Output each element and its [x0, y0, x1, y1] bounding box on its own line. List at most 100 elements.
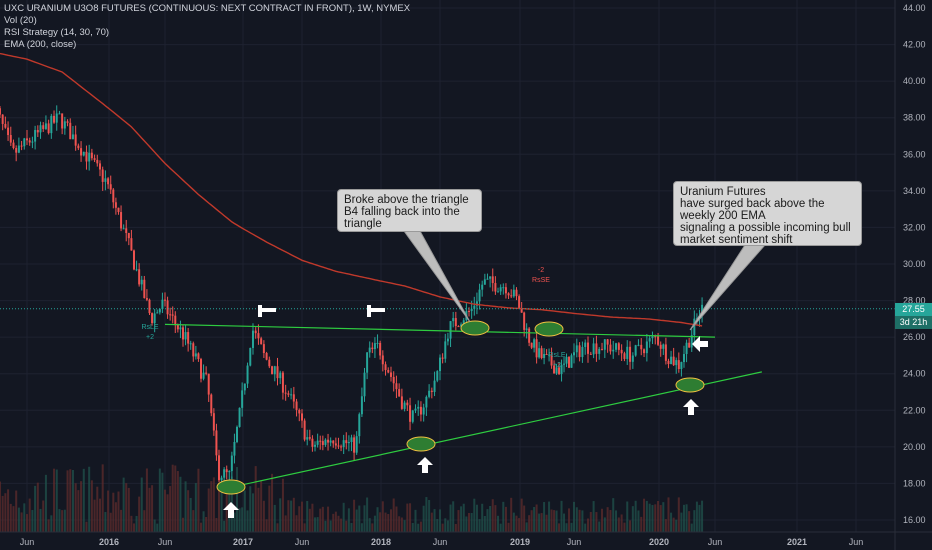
candle-body — [553, 365, 556, 374]
rsi-strategy-label[interactable]: RSI Strategy (14, 30, 70) — [4, 27, 110, 38]
candle-body — [398, 389, 401, 397]
candle-body — [598, 348, 601, 354]
candle-body — [395, 383, 398, 390]
volume-bar — [550, 509, 553, 532]
price-tick-label: 38.00 — [903, 113, 926, 123]
volume-bar — [430, 512, 433, 532]
candle-body — [494, 283, 497, 292]
volume-bar — [279, 498, 282, 532]
volume-bar — [454, 523, 457, 532]
volume-bar — [601, 508, 604, 532]
candle-body — [271, 366, 274, 375]
volume-bar — [271, 473, 274, 532]
signal-label: RsLE — [548, 352, 565, 359]
volume-bar — [164, 489, 166, 532]
candle-body — [225, 469, 228, 473]
candle-body — [452, 318, 455, 322]
volume-bar — [246, 510, 249, 532]
candle-body — [166, 300, 169, 315]
candle-body — [620, 349, 623, 354]
volume-bar — [15, 490, 18, 532]
candle-body — [143, 279, 146, 299]
symbol-title[interactable]: UXC URANIUM U3O8 FUTURES (CONTINUOUS: NE… — [4, 3, 411, 14]
candle-body — [127, 233, 130, 239]
volume-bar — [664, 519, 667, 532]
candle-body — [148, 299, 151, 314]
volume-bar — [368, 518, 371, 532]
candle-body — [200, 359, 202, 379]
volume-bar — [4, 493, 7, 532]
volume-bar — [353, 499, 356, 532]
candle-body — [626, 346, 629, 359]
volume-bar — [560, 500, 563, 532]
volume-bar — [236, 467, 238, 532]
candle-body — [510, 295, 513, 297]
volume-bar — [28, 498, 31, 532]
candle-body — [528, 328, 531, 343]
volume-bar — [223, 520, 226, 532]
candle-body — [39, 125, 42, 133]
ema-indicator-label[interactable]: EMA (200, close) — [4, 39, 77, 50]
volume-bar — [530, 510, 533, 532]
candle-body — [246, 365, 249, 384]
candle-body — [138, 269, 141, 285]
volume-bar — [510, 497, 513, 532]
candle-body — [609, 344, 612, 352]
candle-body — [207, 373, 210, 395]
candle-body — [523, 312, 526, 330]
candle-body — [587, 342, 590, 354]
candle-body — [373, 343, 376, 350]
volume-bar — [533, 507, 536, 532]
volume-bar — [553, 510, 556, 532]
volume-bar — [200, 522, 202, 532]
candle-body — [688, 342, 691, 348]
volume-bar — [384, 512, 387, 532]
price-axis[interactable]: 16.00 18.00 20.00 22.00 24.00 26.00 28.00 30.00… — [894, 0, 926, 550]
volume-bar — [17, 507, 20, 532]
volume-bar — [672, 517, 675, 532]
volume-bar — [182, 517, 184, 532]
candle-body — [392, 376, 395, 384]
candle-body — [643, 349, 646, 354]
candle-body — [682, 354, 685, 363]
volume-bar — [545, 514, 548, 532]
volume-bar — [268, 485, 271, 532]
candle-body — [71, 134, 74, 140]
candle-body — [548, 354, 551, 356]
volume-bar — [260, 480, 263, 532]
price-tick-label: 28.00 — [903, 296, 926, 306]
ema-200-line — [0, 52, 703, 327]
time-axis[interactable]: Jun 2016 Jun 2017 Jun 2018 Jun 2019 Jun 2020 Jun 20… — [0, 531, 932, 547]
volume-bar — [379, 512, 382, 532]
volume-bar — [1, 495, 4, 532]
countdown-tag: 3d 21h — [895, 316, 932, 329]
touch-ellipse — [534, 321, 564, 337]
volume-bar — [71, 469, 74, 532]
volume-bar — [475, 504, 478, 532]
volume-bar — [595, 512, 598, 532]
candle-body — [353, 437, 356, 453]
volume-bar — [298, 506, 301, 532]
volume-bar — [491, 499, 494, 532]
price-tick-label: 42.00 — [903, 40, 926, 50]
volume-bar — [207, 488, 210, 532]
volume-bar — [640, 516, 643, 532]
candle-body — [298, 409, 301, 414]
volume-bar — [69, 469, 72, 532]
candle-body — [657, 336, 660, 345]
candle-body — [540, 348, 543, 358]
candle-body — [1, 114, 4, 124]
volume-bar — [603, 517, 606, 532]
volume-bar — [497, 515, 500, 532]
volume-indicator-label[interactable]: Vol (20) — [4, 15, 37, 26]
candle-body — [680, 362, 683, 369]
price-tick-label: 22.00 — [903, 405, 926, 415]
candle-body — [578, 345, 581, 358]
signal-label: -2 — [538, 267, 544, 274]
candle-body — [192, 343, 195, 357]
candle-body — [520, 308, 523, 313]
price-tick-label: 16.00 — [903, 515, 926, 525]
volume-bar — [98, 498, 101, 532]
candle-body — [132, 250, 135, 270]
